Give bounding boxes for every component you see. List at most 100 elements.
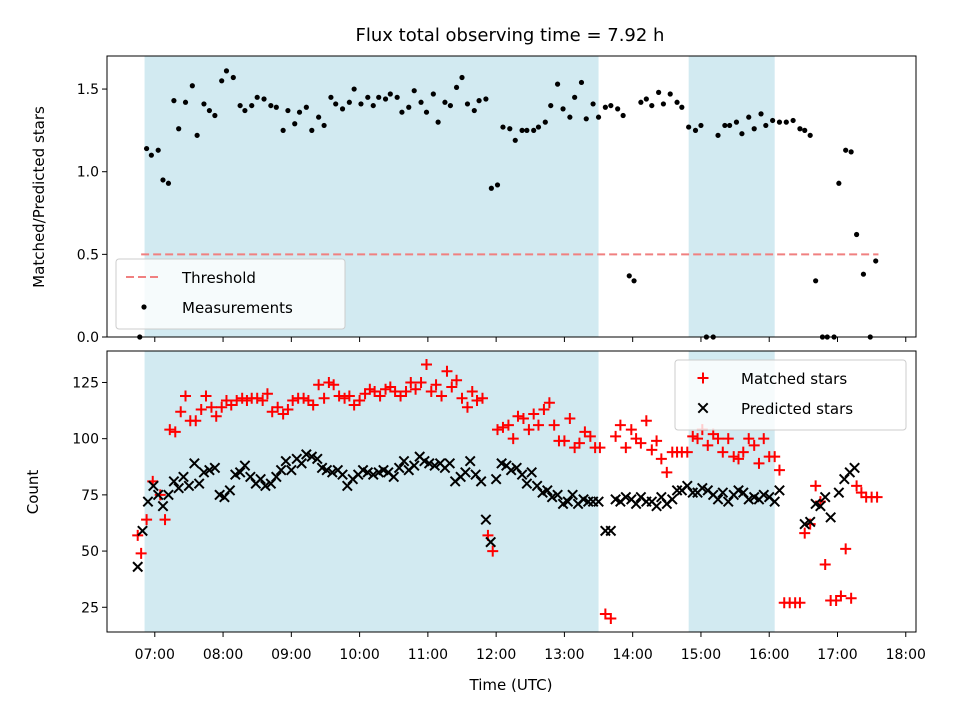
- predicted-star-point: [296, 458, 307, 469]
- measurement-point: [488, 185, 494, 191]
- matched-star-point: [646, 444, 658, 456]
- matched-star-point: [471, 394, 483, 406]
- measurement-point: [176, 126, 182, 132]
- matched-star-point: [313, 379, 325, 391]
- measurement-point: [554, 81, 561, 87]
- x-tick-label: 10:00: [339, 647, 379, 663]
- matched-star-point: [769, 451, 781, 463]
- matched-star-point: [195, 403, 207, 415]
- measurement-point: [423, 109, 430, 115]
- measurement-point: [660, 101, 667, 107]
- count-legend: Matched stars Predicted stars: [674, 359, 907, 431]
- predicted-star-point: [480, 514, 492, 525]
- predicted-star-point: [193, 478, 205, 490]
- matched-star-point: [364, 383, 376, 395]
- predicted-star-point: [743, 493, 755, 505]
- matched-star-point: [287, 394, 299, 406]
- matched-star-point: [241, 394, 253, 406]
- predicted-star-point: [311, 453, 323, 465]
- predicted-star-point: [562, 496, 574, 507]
- measurement-point: [813, 278, 819, 284]
- measurement-point: [758, 111, 764, 117]
- measurement-point: [351, 86, 357, 92]
- predicted-star-point: [224, 484, 236, 496]
- matched-star-point: [558, 435, 570, 447]
- measurement-point: [739, 131, 745, 137]
- matched-star-point: [712, 433, 724, 445]
- legend-label: Measurements: [182, 299, 293, 317]
- measurement-point: [476, 98, 482, 104]
- measurement-point: [524, 127, 530, 133]
- x-tick-label: 13:00: [544, 647, 584, 663]
- measurement-point: [365, 94, 371, 100]
- measurement-point: [237, 102, 243, 109]
- x-tick-label: 07:00: [135, 647, 175, 663]
- predicted-star-point: [769, 496, 781, 507]
- measurement-point: [531, 127, 537, 133]
- measurement-point: [807, 132, 813, 138]
- predicted-star-point: [521, 478, 533, 490]
- measurement-point: [542, 119, 548, 125]
- predicted-star-point: [620, 491, 632, 503]
- measurement-point: [715, 132, 721, 138]
- measurement-point: [615, 106, 621, 112]
- matched-star-point: [564, 412, 576, 424]
- predicted-star-point: [255, 473, 266, 485]
- measurement-point: [406, 104, 412, 110]
- matched-star-point: [333, 390, 345, 402]
- matched-star-point: [257, 394, 269, 406]
- measurement-point: [843, 147, 849, 153]
- measurement-point: [254, 94, 260, 100]
- matched-star-point: [446, 381, 458, 393]
- measurement-point: [512, 137, 518, 143]
- matched-star-point: [298, 392, 310, 404]
- x-tick-label: 17:00: [817, 647, 857, 663]
- observing-interval-shade: [144, 351, 599, 632]
- measurement-point: [483, 96, 489, 102]
- matched-star-point: [282, 403, 294, 415]
- matched-star-point: [512, 410, 524, 422]
- matched-star-point: [640, 415, 652, 427]
- measurement-point: [201, 101, 207, 107]
- predicted-star-point: [168, 476, 180, 487]
- predicted-star-point: [306, 451, 318, 463]
- matched-star-point: [374, 390, 386, 402]
- matched-star-point: [523, 424, 535, 436]
- measurement-point: [583, 116, 589, 122]
- matched-star-point: [502, 419, 514, 431]
- predicted-star-point: [157, 500, 169, 512]
- matched-star-point: [405, 376, 417, 388]
- predicted-star-point: [300, 449, 312, 460]
- measurement-point: [692, 127, 699, 133]
- predicted-star-point: [825, 511, 837, 523]
- legend-label: Matched stars: [741, 370, 847, 388]
- matched-star-point: [343, 390, 355, 402]
- predicted-star-point: [567, 489, 578, 501]
- matched-star-point: [236, 392, 248, 404]
- matched-star-point: [651, 435, 663, 447]
- count-y-ticks: 25 50 75 100 125: [72, 375, 107, 616]
- measurement-point: [382, 96, 389, 102]
- predicted-star-point: [505, 464, 517, 476]
- legend-box: [674, 359, 907, 431]
- measurement-point: [567, 114, 573, 120]
- matched-star-point: [492, 424, 504, 436]
- predicted-star-point: [464, 455, 476, 467]
- predicted-star-point: [460, 467, 471, 478]
- matched-star-point: [840, 543, 852, 555]
- predicted-star-point: [671, 484, 683, 496]
- matched-star-point: [528, 408, 540, 420]
- measurement-point: [679, 104, 685, 110]
- legend-predicted-swatch: [697, 402, 709, 414]
- matched-star-point: [190, 415, 202, 427]
- predicted-star-point: [717, 487, 729, 499]
- measurement-point: [578, 79, 585, 86]
- y-tick-label: 125: [72, 375, 99, 391]
- predicted-star-point: [163, 489, 174, 501]
- measurement-point: [171, 98, 177, 104]
- matched-star-point: [794, 597, 806, 609]
- measurement-point: [860, 271, 867, 277]
- matched-star-point: [251, 392, 263, 404]
- measurement-point: [494, 182, 501, 188]
- measurement-point: [346, 99, 352, 105]
